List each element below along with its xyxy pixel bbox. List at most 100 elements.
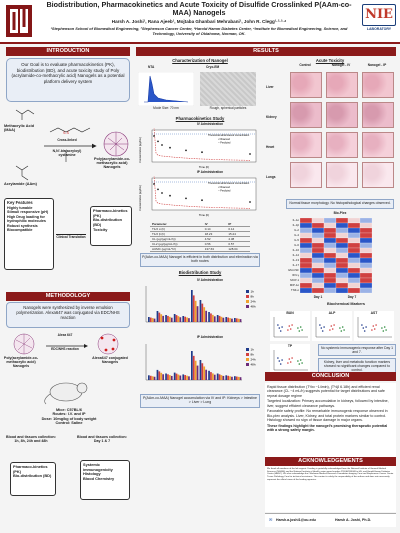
heatmap-cell (347, 267, 361, 274)
legend-swatch (246, 300, 249, 303)
bar (196, 365, 199, 380)
heatmap-cell (323, 267, 337, 274)
biochem-point (298, 363, 301, 365)
nta-label: NTA (148, 65, 155, 69)
bar (170, 375, 173, 380)
biochem-point (279, 363, 282, 365)
heatmap-cell (347, 282, 361, 289)
biochem-point (381, 327, 383, 329)
bar (205, 310, 207, 322)
heatmap-cell (300, 267, 313, 274)
heatmap-cell (323, 227, 337, 234)
heatmap-cell (300, 282, 313, 289)
heatmap-cell (311, 282, 325, 289)
bar (173, 372, 176, 380)
key-features-box: Key Features Highly tunable Stimuli resp… (4, 198, 54, 270)
predicted-line (153, 128, 250, 161)
legend-item: Theoretical administered concentration (208, 182, 250, 185)
legend-label: 48h (251, 305, 256, 309)
biochem-point (299, 326, 302, 328)
poster-authors: Harsh A. Joshi¹, Rana Ajeeb¹, Mojtaba Gh… (111, 19, 287, 24)
biochem-point (323, 326, 325, 328)
key-feature-item: High Drug loading for hydrophilic molecu… (7, 214, 46, 224)
biochem-point (301, 362, 303, 364)
heatmap-cell (347, 287, 361, 294)
legend-label: 24h (251, 300, 256, 304)
heatmap-cell (300, 218, 313, 224)
table-cell: T1/2 α (h) (150, 226, 203, 232)
heatmap-cell (359, 287, 372, 294)
poster-title: Biodistribution, Pharmacokinetics and Ac… (46, 0, 352, 18)
heatmap-cell (300, 257, 313, 264)
heatmap-cell (323, 277, 337, 284)
biochem-point (279, 330, 282, 332)
bar (153, 318, 156, 322)
heatmap-cell (311, 252, 325, 259)
heatmap-cell (359, 262, 372, 269)
heatmap-cell (300, 227, 313, 234)
biochem-point (319, 324, 321, 326)
bar (235, 318, 238, 322)
bar (210, 313, 212, 322)
biochem-panel-title: TP (287, 344, 293, 348)
y-axis-label: Concentration (µg/mL) (138, 137, 142, 163)
bar (220, 375, 223, 380)
biochem-point (278, 327, 281, 329)
biochem-point (362, 327, 365, 329)
heatmap-cell (359, 252, 372, 259)
bar (225, 317, 228, 322)
heatmap-cell (323, 222, 337, 229)
heatmap-cell (311, 232, 325, 239)
bd-caption: P(AAm-co-MAA) Nanogel accumulation via I… (140, 394, 260, 408)
heatmap-cell (347, 218, 361, 224)
method-outcome-item: Systemic immunogenicity (83, 462, 113, 472)
heatmap-cell (311, 257, 325, 264)
bar (222, 375, 225, 380)
heatmap-cell (347, 257, 361, 264)
table-cell: 128.04 (226, 246, 250, 252)
heatmap-cell (300, 252, 313, 259)
method-outcome-item: Histology (83, 471, 101, 477)
legend-swatch (246, 295, 249, 298)
bar (158, 312, 161, 322)
heatmap-cell (300, 277, 313, 284)
nie-lab-logo: NIE LABORATORY (362, 4, 396, 34)
bar (184, 316, 186, 322)
bar (162, 315, 164, 322)
nie-logo-text: NIE (362, 4, 396, 26)
pk-ip-chart: Concentration (µg/mL) Time (h) Theoretical… (138, 176, 257, 217)
bar (235, 376, 238, 380)
bar (153, 376, 156, 380)
heatmap-cell (359, 227, 372, 234)
bar (158, 371, 161, 380)
bar (201, 303, 204, 322)
conclusion-item: These findings highlight the nanogel's p… (267, 423, 388, 432)
legend-label: 8h (251, 295, 255, 299)
bar (148, 375, 150, 380)
table-cell: 0.14 (226, 226, 250, 232)
results-heading: RESULTS (136, 47, 396, 56)
histology-image (326, 102, 358, 128)
bar (169, 316, 171, 322)
biochem-point (385, 329, 387, 331)
biochem-point (361, 324, 363, 326)
alexa-label: Alexa 647 (57, 333, 73, 337)
biochem-point (281, 359, 283, 361)
legend-item: -- Predicted (218, 142, 231, 145)
observed-point (201, 199, 203, 202)
observed-point (185, 197, 187, 200)
heatmap-cell (323, 287, 337, 294)
heatmap-cell (347, 247, 361, 254)
heatmap-cell (300, 222, 313, 229)
bar (227, 375, 229, 380)
tox-col-control: Control (299, 63, 311, 67)
heatmap-cell (335, 272, 349, 279)
contact-email[interactable]: Harsh.a.joshi1@ou.edu (276, 518, 316, 522)
nie-logo-sub: LABORATORY (366, 27, 392, 31)
bar (205, 369, 207, 380)
bar (222, 317, 225, 322)
bar (175, 315, 178, 322)
crosslinked-label: Cross-linked (57, 138, 77, 142)
biochem-point (287, 362, 289, 364)
